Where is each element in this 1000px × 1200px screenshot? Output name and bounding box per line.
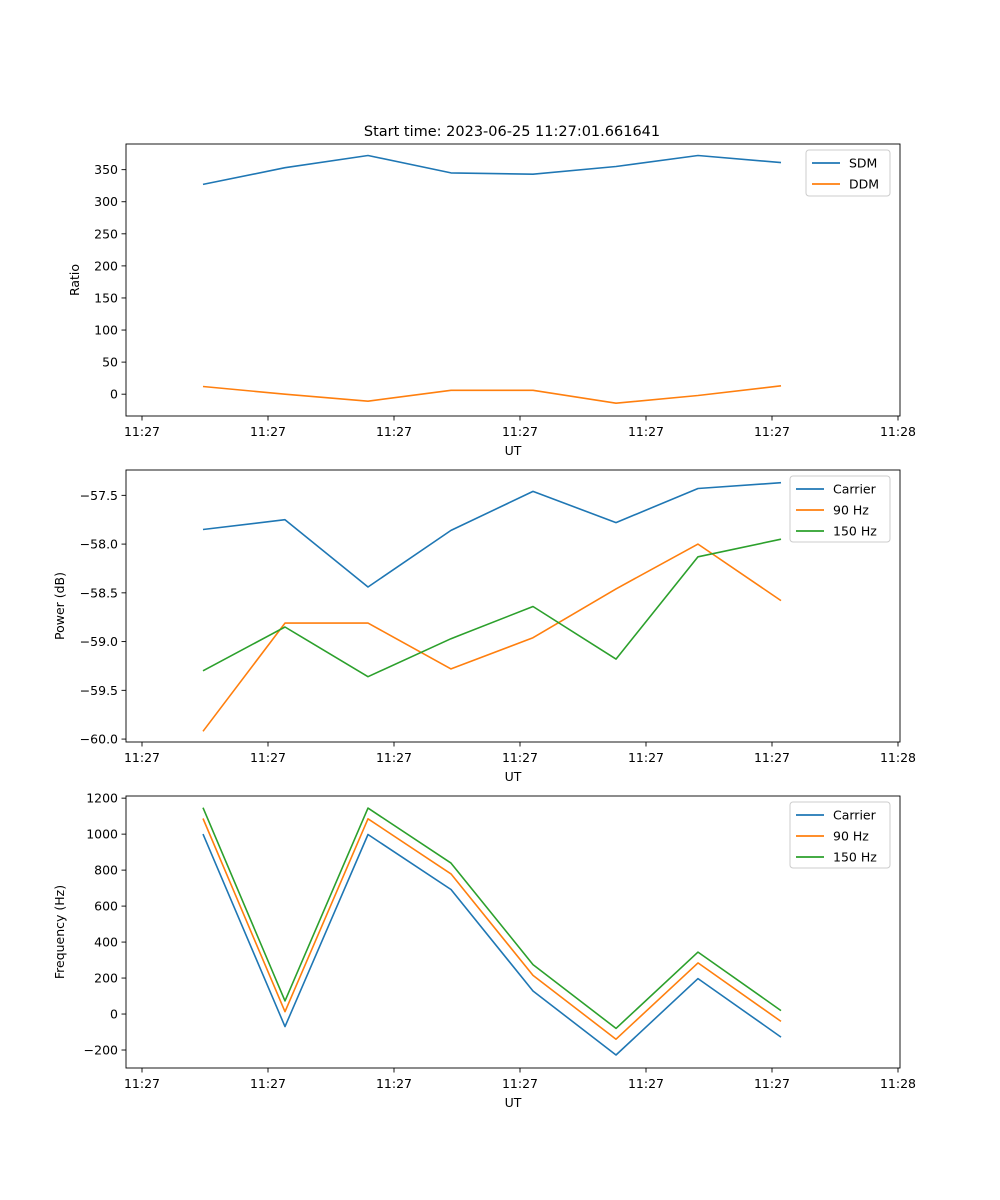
- y-tick-label: 1200: [86, 791, 118, 806]
- series-line-150-hz: [202, 807, 782, 1030]
- x-tick-label: 11:27: [124, 1076, 160, 1091]
- series-line-ddm: [202, 385, 782, 405]
- x-axis-label: UT: [505, 1095, 522, 1110]
- y-tick-label: −57.5: [80, 488, 118, 503]
- legend-label: Carrier: [833, 482, 877, 497]
- x-tick-label: 11:27: [376, 424, 412, 439]
- legend-box: [789, 801, 891, 869]
- legend-label: DDM: [849, 177, 879, 192]
- series-line-carrier: [202, 481, 782, 588]
- legend-label: 150 Hz: [833, 850, 877, 865]
- x-tick-label: 11:27: [628, 424, 664, 439]
- x-tick-label: 11:28: [880, 1076, 916, 1091]
- x-tick-label: 11:27: [250, 750, 286, 765]
- y-tick-label: 150: [94, 290, 118, 305]
- y-tick-label: −58.0: [80, 537, 118, 552]
- y-tick-label: −200: [84, 1043, 118, 1058]
- x-tick-label: 11:27: [628, 750, 664, 765]
- x-tick-label: 11:27: [754, 1076, 790, 1091]
- y-tick-label: 350: [94, 162, 118, 177]
- y-tick-label: 800: [94, 863, 118, 878]
- y-axis-label: Frequency (Hz): [52, 885, 67, 979]
- legend-label: 90 Hz: [833, 829, 869, 844]
- figure-title: Start time: 2023-06-25 11:27:01.661641: [364, 124, 660, 140]
- axes-frame: [125, 795, 901, 1069]
- x-tick-label: 11:27: [376, 1076, 412, 1091]
- y-tick-label: −60.0: [80, 732, 118, 747]
- series-line-90-hz: [202, 817, 782, 1040]
- y-tick-label: 600: [94, 899, 118, 914]
- x-tick-label: 11:27: [250, 1076, 286, 1091]
- y-tick-label: 200: [94, 971, 118, 986]
- legend: SDM DDM: [805, 149, 891, 197]
- legend-label: Carrier: [833, 808, 877, 823]
- y-tick-label: 0: [110, 1007, 118, 1022]
- x-tick-label: 11:27: [502, 750, 538, 765]
- x-axis-label: UT: [505, 769, 522, 784]
- chart-panel-3: 11:27 11:27 11:27 11:27 11:27 11:27 11:28 −200 0…: [52, 791, 916, 1110]
- series-line-carrier: [202, 833, 782, 1056]
- y-tick-label: 200: [94, 258, 118, 273]
- x-tick-label: 11:27: [502, 424, 538, 439]
- legend-label: 90 Hz: [833, 503, 869, 518]
- legend-box: [789, 475, 891, 543]
- x-tick-label: 11:27: [376, 750, 412, 765]
- y-tick-label: 50: [102, 355, 118, 370]
- x-tick-label: 11:27: [124, 750, 160, 765]
- y-tick-label: −59.5: [80, 683, 118, 698]
- y-tick-label: 0: [110, 387, 118, 402]
- y-tick-label: 1000: [86, 827, 118, 842]
- legend-label: 150 Hz: [833, 524, 877, 539]
- y-tick-label: −58.5: [80, 585, 118, 600]
- series-line-90-hz: [202, 543, 782, 732]
- x-tick-label: 11:27: [250, 424, 286, 439]
- x-tick-label: 11:27: [628, 1076, 664, 1091]
- y-tick-label: 100: [94, 323, 118, 338]
- x-tick-label: 11:27: [502, 1076, 538, 1091]
- x-tick-label: 11:28: [880, 424, 916, 439]
- series-line-150-hz: [202, 538, 782, 678]
- series-line-sdm: [202, 154, 782, 186]
- y-axis-label: Ratio: [67, 264, 82, 296]
- legend: Carrier 90 Hz 150 Hz: [789, 475, 891, 543]
- y-axis-label: Power (dB): [52, 572, 67, 640]
- y-tick-label: −59.0: [80, 634, 118, 649]
- chart-panel-1: 11:27 11:27 11:27 11:27 11:27 11:27 11:28 0 50 10…: [67, 143, 916, 458]
- legend: Carrier 90 Hz 150 Hz: [789, 801, 891, 869]
- x-axis-label: UT: [505, 443, 522, 458]
- x-tick-label: 11:27: [754, 424, 790, 439]
- x-tick-label: 11:28: [880, 750, 916, 765]
- legend-label: SDM: [849, 156, 877, 171]
- axes-frame: [125, 143, 901, 417]
- chart-panel-2: 11:27 11:27 11:27 11:27 11:27 11:27 11:28 −60.0…: [52, 469, 916, 784]
- y-tick-label: 400: [94, 935, 118, 950]
- y-tick-label: 250: [94, 226, 118, 241]
- x-tick-label: 11:27: [754, 750, 790, 765]
- y-tick-label: 300: [94, 194, 118, 209]
- x-tick-label: 11:27: [124, 424, 160, 439]
- axes-frame: [125, 469, 901, 743]
